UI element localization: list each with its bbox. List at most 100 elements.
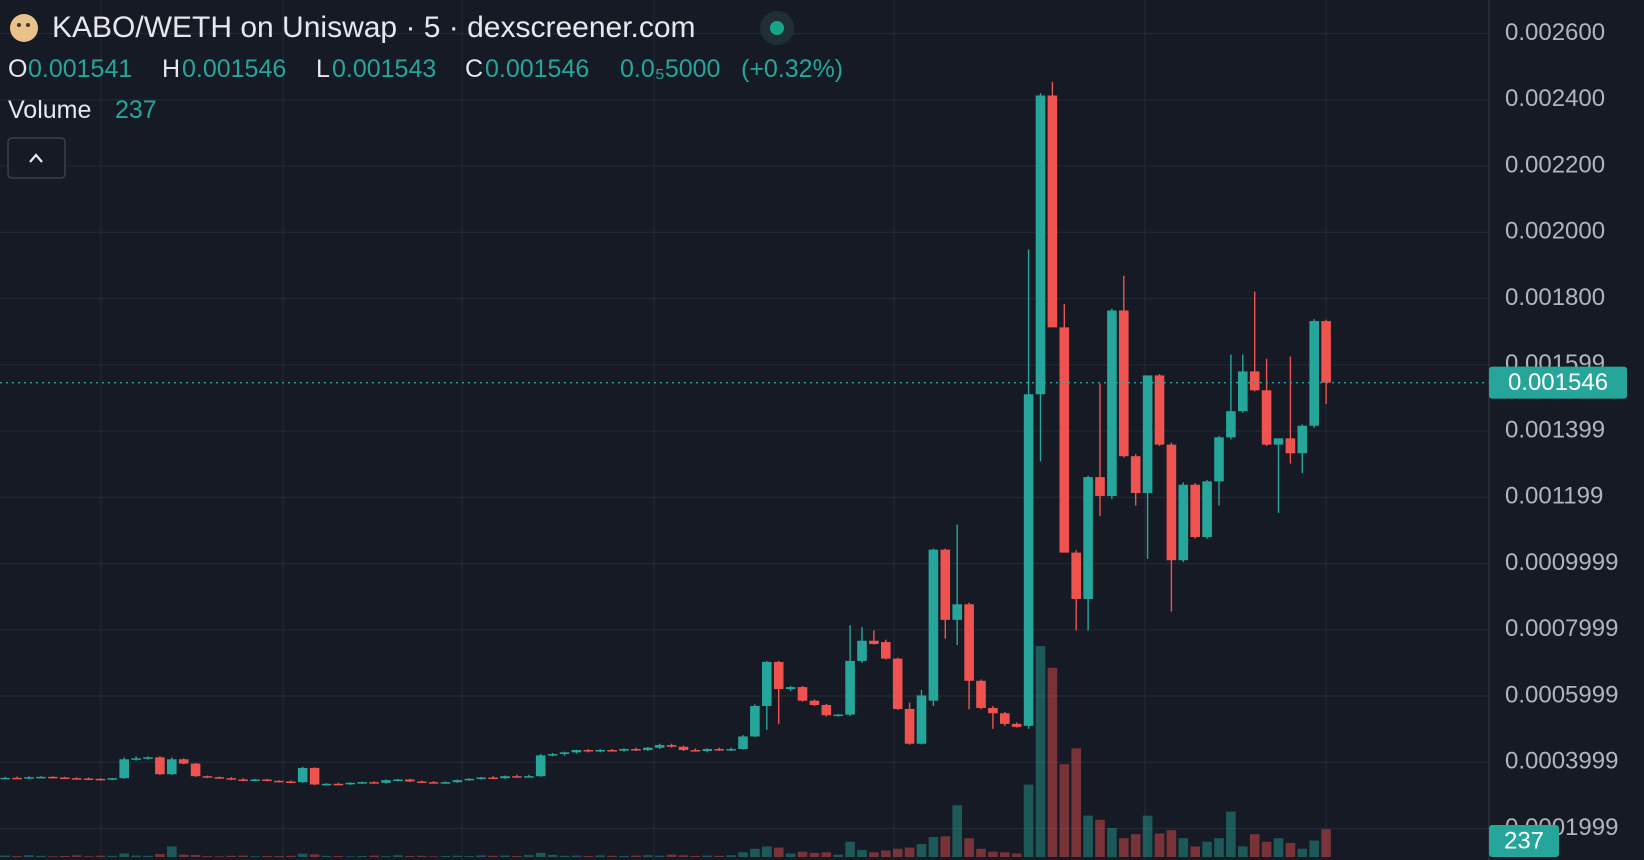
candle-body <box>726 749 736 751</box>
volume-bar <box>1095 819 1105 857</box>
candle-body <box>214 777 225 779</box>
candle-body <box>464 778 475 781</box>
volume-bar <box>881 850 891 857</box>
y-tick-label: 0.002200 <box>1505 151 1605 178</box>
candle-body <box>12 777 22 780</box>
y-tick-label: 0.001800 <box>1505 284 1605 311</box>
y-tick-label: 0.0005999 <box>1505 681 1618 708</box>
volume-bar <box>226 855 237 857</box>
volume-bar <box>0 855 11 857</box>
volume-bar <box>488 855 498 857</box>
volume-bar <box>916 844 927 857</box>
volume-bar <box>405 856 415 857</box>
candle-body <box>904 708 915 744</box>
volume-bar <box>797 851 808 857</box>
candle-body <box>1297 425 1308 454</box>
volume-bar <box>167 846 177 857</box>
candle-body <box>809 700 820 705</box>
volume-bar <box>666 854 677 857</box>
candle-body <box>59 777 70 780</box>
volume-bar <box>988 851 998 857</box>
volume-bar <box>321 855 332 857</box>
candle-body <box>1249 371 1260 391</box>
volume-bar <box>738 852 748 857</box>
volume-bar <box>690 855 701 857</box>
volume-bar <box>1261 841 1272 857</box>
volume-bar <box>654 855 665 857</box>
candle-body <box>1035 95 1046 395</box>
volume-bar <box>1238 846 1248 857</box>
candle-body <box>857 640 867 661</box>
candle-body <box>416 781 427 783</box>
token-icon-eye <box>26 23 30 27</box>
candle-body <box>690 750 701 752</box>
candle-body <box>238 779 248 782</box>
y-tick-label: 0.0007999 <box>1505 615 1618 642</box>
volume-bar <box>976 848 986 857</box>
volume-bar <box>928 837 939 857</box>
candle-body <box>750 705 760 737</box>
volume-bar <box>1285 842 1296 857</box>
last-volume-tag <box>1489 825 1559 857</box>
candle-body <box>702 749 713 752</box>
volume-bar <box>83 856 94 857</box>
volume-bar <box>357 855 367 857</box>
button-frame[interactable] <box>7 137 66 179</box>
candle-body <box>845 660 855 715</box>
candle-body <box>226 778 237 780</box>
collapse-button[interactable] <box>7 137 66 179</box>
candle-body <box>547 754 558 756</box>
volume-label: Volume <box>8 96 91 124</box>
candle-body <box>131 758 141 760</box>
volume-bar <box>190 854 201 857</box>
volume-bar <box>857 849 867 857</box>
candle-body <box>428 782 439 784</box>
volume-bar <box>750 848 760 857</box>
volume-bar <box>535 852 546 857</box>
volume-bar <box>155 854 165 857</box>
volume-bar <box>1035 646 1046 857</box>
volume-bar <box>904 847 915 857</box>
candle-body <box>559 752 570 755</box>
volume-bar <box>262 855 272 857</box>
candle-body <box>1309 321 1319 426</box>
last-price-label: 0.001546 <box>1508 369 1608 396</box>
candle-body <box>202 776 213 778</box>
volume-bar <box>1166 830 1177 857</box>
candle-body <box>1083 477 1093 599</box>
volume-bar <box>1214 838 1224 857</box>
volume-bar <box>940 836 951 857</box>
volume-bar <box>369 855 379 857</box>
candle-body <box>988 707 998 714</box>
candle-body <box>797 687 808 701</box>
volume-bar <box>809 852 820 857</box>
volume-bar <box>416 855 427 857</box>
volume-bar <box>1297 848 1308 857</box>
candle-body <box>286 781 296 783</box>
volume-bar <box>964 838 974 857</box>
candle-body <box>309 767 320 785</box>
volume-bar <box>1321 829 1331 857</box>
candle-body <box>738 736 748 750</box>
volume-bar <box>1119 838 1129 857</box>
candle-body <box>1023 394 1034 726</box>
candle-body <box>1011 723 1022 727</box>
token-icon <box>10 14 38 42</box>
candle-body <box>95 778 106 781</box>
y-tick-label: 0.0003999 <box>1505 748 1618 775</box>
candle-body <box>1261 390 1272 445</box>
legend-change: 0.0₅5000 <box>620 55 720 83</box>
volume-bar <box>464 856 475 857</box>
volume-bar <box>869 852 879 857</box>
volume-bar <box>178 854 189 857</box>
candle-body <box>500 776 510 779</box>
candle-body <box>1000 713 1010 724</box>
ohlc-legend: O 0.001541 H 0.001546 L 0.001543 C 0.001… <box>8 55 843 83</box>
volume-bar <box>71 855 82 857</box>
volume-bar <box>762 846 772 857</box>
chevron-icon[interactable] <box>29 153 43 163</box>
candle-body <box>488 777 498 780</box>
volume-bar <box>559 855 570 857</box>
candle-body <box>1273 438 1284 445</box>
volume-bar <box>845 841 855 857</box>
